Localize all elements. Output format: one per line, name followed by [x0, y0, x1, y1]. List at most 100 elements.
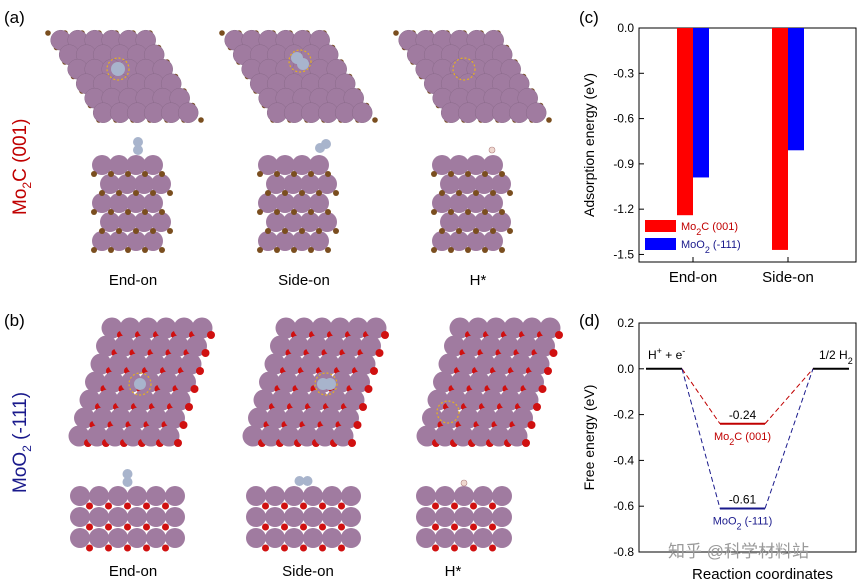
y-tick-label: -0.8	[613, 545, 634, 559]
mo-atom	[126, 231, 146, 251]
adsorption-site-ring	[106, 57, 130, 81]
mo-atom	[162, 353, 184, 375]
h-atom	[488, 146, 496, 154]
mo-atom	[246, 507, 266, 527]
carbon-atom	[546, 117, 552, 123]
o-atom	[300, 502, 307, 510]
mo-atom	[70, 486, 90, 506]
mo-atom	[122, 425, 144, 447]
mo-atom	[150, 335, 171, 357]
mo-atom	[158, 425, 180, 447]
n-atom	[133, 145, 143, 155]
carbon-atom	[125, 247, 131, 253]
mo-atom	[349, 371, 370, 393]
mo-atom	[89, 486, 109, 506]
mo-atom	[258, 193, 278, 213]
adsorption-site-ring	[314, 372, 338, 396]
mo-atom	[68, 425, 90, 447]
o-atom	[174, 439, 182, 447]
o-atom	[190, 385, 199, 393]
mo-atom	[427, 389, 449, 411]
mo-atom	[473, 486, 493, 506]
mo-atom	[476, 407, 497, 429]
carbon-atom	[99, 228, 105, 234]
mo-atom	[469, 371, 490, 393]
o-atom	[555, 331, 563, 339]
mo2c-path-in	[681, 368, 721, 425]
o-atom	[451, 523, 458, 531]
mo-atom	[452, 425, 474, 447]
moo2-path-in	[681, 368, 721, 509]
carbon-atom	[159, 247, 165, 253]
mo-atom	[164, 407, 185, 429]
mo-atom	[258, 231, 278, 251]
chart-d-frame	[638, 322, 857, 553]
mo-atom	[278, 425, 300, 447]
o-atom	[338, 502, 345, 510]
carbon-atom	[507, 190, 513, 196]
h-atom	[460, 479, 468, 487]
carbon-atom	[108, 171, 114, 177]
o-atom	[527, 421, 536, 429]
mo-atom	[300, 212, 320, 232]
carbon-atom	[198, 117, 204, 123]
mo2c-side-view	[257, 139, 339, 253]
carbon-atom	[274, 247, 280, 253]
mo-atom	[140, 425, 162, 447]
carbon-atom	[116, 190, 122, 196]
adsorption-site-ring	[436, 400, 460, 424]
carbon-atom	[299, 190, 305, 196]
initial-state-label: H+ + e-	[648, 346, 685, 362]
mo-atom	[109, 231, 129, 251]
adsorption-site-ring	[288, 49, 312, 73]
caption-a-h: H*	[469, 272, 487, 289]
panel-c-letter: (c)	[579, 8, 599, 27]
mo-atom	[491, 174, 511, 194]
o-atom	[262, 544, 269, 552]
mo-atom	[451, 371, 472, 393]
mo-atom	[101, 317, 123, 339]
mo-atom	[449, 155, 469, 175]
mo-atom	[92, 193, 112, 213]
n-atom	[324, 378, 336, 390]
carbon-atom	[282, 190, 288, 196]
mo-atom	[97, 389, 119, 411]
mo-atom	[303, 486, 323, 506]
mo-atom	[341, 528, 361, 548]
o-atom	[185, 403, 193, 411]
mo-atom	[258, 155, 278, 175]
o-atom	[162, 523, 169, 531]
carbon-atom	[490, 190, 496, 196]
mo-atom	[435, 528, 455, 548]
mo-atom	[322, 528, 342, 548]
moo2-side-view	[70, 469, 185, 552]
y-tick-label: -0.6	[613, 499, 634, 513]
carbon-atom	[219, 30, 225, 36]
mo-atom	[277, 371, 298, 393]
watermark: 知乎 @科学材料站	[668, 542, 809, 561]
carbon-atom	[108, 247, 114, 253]
mo-atom	[456, 353, 478, 375]
mo-atom	[317, 212, 337, 232]
mo-atom	[454, 486, 474, 506]
carbon-atom	[439, 190, 445, 196]
mo-atom	[165, 486, 185, 506]
o-atom	[533, 403, 541, 411]
o-atom	[300, 544, 307, 552]
mo-atom	[119, 317, 141, 339]
mo-atom	[100, 174, 120, 194]
mo-atom	[86, 425, 108, 447]
mo2c-top-view	[45, 29, 204, 123]
caption-b-side-on: Side-on	[282, 563, 334, 580]
mo2c-value-label: -0.24	[729, 408, 757, 422]
n-atom	[302, 476, 313, 486]
mo-atom	[466, 155, 486, 175]
mo-atom	[492, 486, 512, 506]
y-tick-label: 0.0	[617, 21, 634, 35]
mo-atom	[480, 335, 501, 357]
mo-atom	[151, 212, 171, 232]
carbon-atom	[448, 209, 454, 215]
o-atom	[86, 523, 93, 531]
mo-atom	[165, 507, 185, 527]
mo-atom	[284, 507, 304, 527]
